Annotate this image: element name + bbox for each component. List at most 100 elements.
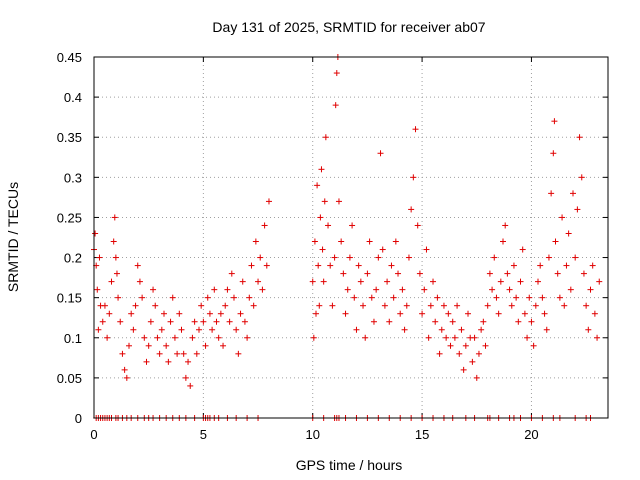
data-point <box>559 214 566 221</box>
data-point <box>551 118 558 125</box>
data-point <box>346 254 353 261</box>
data-point <box>202 342 209 349</box>
data-point <box>198 302 205 309</box>
data-point <box>381 302 388 309</box>
data-point <box>121 366 128 373</box>
data-point <box>342 310 349 317</box>
y-tick-label: 0.35 <box>57 130 82 145</box>
data-point <box>421 286 428 293</box>
x-tick-label: 10 <box>305 427 319 442</box>
data-point <box>167 318 174 325</box>
y-tick-label: 0.45 <box>57 50 82 65</box>
data-point <box>401 326 408 333</box>
data-point <box>530 342 537 349</box>
data-point <box>320 278 327 285</box>
data-point <box>163 342 170 349</box>
data-point <box>390 294 397 301</box>
data-point <box>329 302 336 309</box>
data-point <box>165 358 172 365</box>
data-point <box>332 102 339 109</box>
y-tick-label: 0.05 <box>57 371 82 386</box>
data-point <box>550 150 557 157</box>
data-point <box>410 174 417 181</box>
data-point <box>340 270 347 277</box>
data-point <box>596 278 603 285</box>
data-point <box>200 318 207 325</box>
data-point <box>502 222 509 229</box>
data-point <box>495 310 502 317</box>
data-point <box>255 278 262 285</box>
data-point <box>460 366 467 373</box>
data-point <box>220 342 227 349</box>
data-point <box>508 302 515 309</box>
data-point <box>185 358 192 365</box>
data-point <box>160 310 167 317</box>
data-point <box>94 286 101 293</box>
data-point <box>583 302 590 309</box>
data-point <box>539 294 546 301</box>
data-point <box>419 310 426 317</box>
data-point <box>554 270 561 277</box>
data-point <box>388 262 395 269</box>
data-point <box>215 334 222 341</box>
data-point <box>171 334 178 341</box>
data-point <box>526 294 533 301</box>
data-point <box>360 302 367 309</box>
data-point <box>315 262 322 269</box>
data-point <box>136 278 143 285</box>
data-point <box>438 326 445 333</box>
data-point <box>211 286 218 293</box>
data-point <box>189 334 196 341</box>
data-point <box>436 350 443 357</box>
data-point <box>178 326 185 333</box>
data-point <box>130 326 137 333</box>
data-point <box>456 350 463 357</box>
data-point <box>545 254 552 261</box>
data-point <box>405 254 412 261</box>
data-point <box>574 206 581 213</box>
data-point <box>106 310 113 317</box>
y-tick-label: 0.1 <box>64 331 82 346</box>
y-tick-label: 0.4 <box>64 90 82 105</box>
data-point <box>139 294 146 301</box>
data-point <box>322 134 329 141</box>
data-point <box>217 310 224 317</box>
data-point <box>351 294 358 301</box>
data-point <box>156 350 163 357</box>
data-point <box>364 270 371 277</box>
data-point <box>368 294 375 301</box>
data-point <box>397 310 404 317</box>
data-point <box>248 262 255 269</box>
data-point <box>414 222 421 229</box>
data-point <box>176 310 183 317</box>
data-point <box>154 334 161 341</box>
data-point <box>327 262 334 269</box>
grid <box>94 57 608 418</box>
data-point <box>108 278 115 285</box>
data-point <box>484 302 491 309</box>
data-point <box>226 318 233 325</box>
data-point <box>187 382 194 389</box>
data-point <box>128 310 135 317</box>
data-point <box>469 358 476 365</box>
data-point <box>535 278 542 285</box>
data-point <box>325 222 332 229</box>
y-tick-label: 0.25 <box>57 210 82 225</box>
data-point <box>101 302 108 309</box>
data-point <box>134 262 141 269</box>
data-point <box>412 126 419 133</box>
data-point <box>482 342 489 349</box>
data-point <box>513 294 520 301</box>
data-point <box>524 334 531 341</box>
data-point <box>244 334 251 341</box>
data-point <box>519 246 526 253</box>
data-point <box>310 334 317 341</box>
data-point <box>565 230 572 237</box>
data-point <box>430 278 437 285</box>
data-point <box>386 318 393 325</box>
data-point <box>357 278 364 285</box>
data-point <box>117 318 124 325</box>
data-point <box>500 238 507 245</box>
data-point <box>143 358 150 365</box>
x-axis-label: GPS time / hours <box>296 457 403 473</box>
